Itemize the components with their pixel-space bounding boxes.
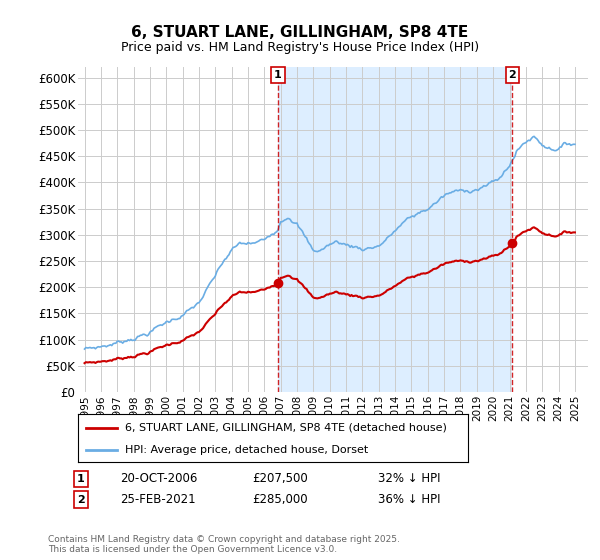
Text: 6, STUART LANE, GILLINGHAM, SP8 4TE (detached house): 6, STUART LANE, GILLINGHAM, SP8 4TE (det…	[125, 423, 446, 433]
Text: 1: 1	[274, 70, 282, 80]
Text: 2: 2	[508, 70, 516, 80]
Text: 6, STUART LANE, GILLINGHAM, SP8 4TE: 6, STUART LANE, GILLINGHAM, SP8 4TE	[131, 25, 469, 40]
Text: £207,500: £207,500	[252, 472, 308, 486]
Text: Price paid vs. HM Land Registry's House Price Index (HPI): Price paid vs. HM Land Registry's House …	[121, 41, 479, 54]
Text: 2: 2	[77, 494, 85, 505]
Text: 1: 1	[77, 474, 85, 484]
Text: HPI: Average price, detached house, Dorset: HPI: Average price, detached house, Dors…	[125, 445, 368, 455]
Text: 20-OCT-2006: 20-OCT-2006	[120, 472, 197, 486]
Text: 36% ↓ HPI: 36% ↓ HPI	[378, 493, 440, 506]
Bar	[278, 67, 512, 392]
Text: £285,000: £285,000	[252, 493, 308, 506]
Text: 32% ↓ HPI: 32% ↓ HPI	[378, 472, 440, 486]
Text: Contains HM Land Registry data © Crown copyright and database right 2025.
This d: Contains HM Land Registry data © Crown c…	[48, 535, 400, 554]
Text: 25-FEB-2021: 25-FEB-2021	[120, 493, 196, 506]
